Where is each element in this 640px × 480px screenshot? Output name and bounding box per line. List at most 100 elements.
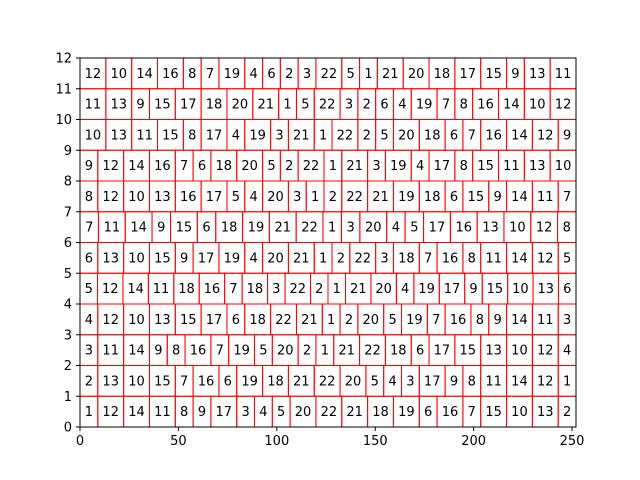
cell-label: 6 xyxy=(416,344,424,359)
cell-label: 19 xyxy=(233,344,250,359)
cell-label: 16 xyxy=(198,374,215,389)
cell-label: 13 xyxy=(154,190,171,205)
cell-label: 1 xyxy=(283,98,291,113)
y-tick-label: 8 xyxy=(64,175,72,190)
cell-label: 17 xyxy=(180,98,197,113)
cell-label: 14 xyxy=(128,405,145,420)
cell-label: 16 xyxy=(455,221,472,236)
cell-label: 7 xyxy=(424,251,432,266)
cell-label: 20 xyxy=(363,313,380,328)
cell-label: 9 xyxy=(198,405,206,420)
cell-label: 15 xyxy=(485,67,502,82)
y-tick-label: 4 xyxy=(64,298,72,313)
cell-label: 17 xyxy=(434,344,451,359)
y-tick-label: 6 xyxy=(64,236,72,251)
cell-label: 6 xyxy=(232,313,240,328)
cell-label: 18 xyxy=(178,282,195,297)
cell-label: 3 xyxy=(241,405,249,420)
cell-label: 3 xyxy=(380,251,388,266)
cell-label: 21 xyxy=(350,282,367,297)
cell-label: 3 xyxy=(275,128,283,143)
cell-label: 20 xyxy=(375,282,392,297)
cell-label: 13 xyxy=(537,405,554,420)
cell-label: 16 xyxy=(450,313,467,328)
cell-label: 2 xyxy=(303,344,311,359)
cell-label: 8 xyxy=(468,251,476,266)
cell-label: 10 xyxy=(110,67,127,82)
cell-label: 4 xyxy=(398,98,406,113)
cell-label: 21 xyxy=(372,190,389,205)
cell-label: 15 xyxy=(180,313,197,328)
cell-label: 12 xyxy=(537,128,554,143)
cell-label: 6 xyxy=(450,190,458,205)
cell-label: 14 xyxy=(127,282,144,297)
cell-label: 5 xyxy=(277,405,285,420)
cell-label: 12 xyxy=(555,98,572,113)
cell-label: 22 xyxy=(364,344,381,359)
y-tick-label: 1 xyxy=(64,390,72,405)
cell-label: 9 xyxy=(493,313,501,328)
cell-label: 19 xyxy=(224,67,241,82)
cell-label: 18 xyxy=(372,405,389,420)
cell-label: 17 xyxy=(424,374,441,389)
cell-label: 4 xyxy=(259,405,267,420)
cell-label: 3 xyxy=(85,344,93,359)
cell-label: 4 xyxy=(401,282,409,297)
cell-label: 15 xyxy=(460,344,477,359)
cell-label: 14 xyxy=(128,159,145,174)
cell-label: 7 xyxy=(216,344,224,359)
cell-label: 20 xyxy=(295,405,312,420)
cell-label: 17 xyxy=(206,190,223,205)
cell-label: 1 xyxy=(311,190,319,205)
y-tick-label: 11 xyxy=(55,82,72,97)
y-tick-label: 9 xyxy=(64,144,72,159)
cell-label: 8 xyxy=(468,374,476,389)
cell-label: 4 xyxy=(250,190,258,205)
cell-label: 18 xyxy=(390,344,407,359)
cell-label: 1 xyxy=(327,313,335,328)
cell-label: 10 xyxy=(128,251,145,266)
cell-label: 17 xyxy=(460,67,477,82)
cell-label: 22 xyxy=(354,251,371,266)
cell-label: 16 xyxy=(477,98,494,113)
cell-label: 16 xyxy=(442,405,459,420)
y-tick-label: 5 xyxy=(64,267,72,282)
cell-label: 16 xyxy=(180,190,197,205)
cell-label: 11 xyxy=(153,282,170,297)
cell-label: 13 xyxy=(538,282,555,297)
y-tick-label: 10 xyxy=(55,113,72,128)
cell-label: 4 xyxy=(388,374,396,389)
cell-label: 8 xyxy=(188,128,196,143)
cell-label: 4 xyxy=(250,251,258,266)
cell-label: 18 xyxy=(216,159,233,174)
cell-label: 17 xyxy=(206,313,223,328)
cell-label: 17 xyxy=(444,282,461,297)
cell-label: 9 xyxy=(154,344,162,359)
cell-label: 14 xyxy=(511,128,528,143)
cell-label: 7 xyxy=(180,374,188,389)
cell-label: 9 xyxy=(136,98,144,113)
cell-label: 4 xyxy=(85,313,93,328)
cell-label: 19 xyxy=(248,221,265,236)
cell-label: 1 xyxy=(319,128,327,143)
x-tick-label: 250 xyxy=(560,434,585,449)
cell-label: 2 xyxy=(285,159,293,174)
cell-label: 10 xyxy=(509,221,526,236)
cell-label: 16 xyxy=(154,159,171,174)
cell-label: 8 xyxy=(563,221,571,236)
cell-label: 10 xyxy=(85,128,102,143)
cell-label: 22 xyxy=(319,374,336,389)
cell-label: 12 xyxy=(102,282,119,297)
x-tick-label: 200 xyxy=(461,434,486,449)
cell-label: 14 xyxy=(130,221,147,236)
cell-label: 17 xyxy=(198,251,215,266)
cell-label: 21 xyxy=(257,98,274,113)
cell-label: 21 xyxy=(346,159,363,174)
cell-label: 11 xyxy=(104,221,121,236)
cell-label: 5 xyxy=(380,128,388,143)
cell-label: 13 xyxy=(102,374,119,389)
cell-label: 20 xyxy=(277,344,294,359)
cell-label: 22 xyxy=(301,221,318,236)
cell-label: 19 xyxy=(249,128,266,143)
cell-label: 9 xyxy=(450,374,458,389)
